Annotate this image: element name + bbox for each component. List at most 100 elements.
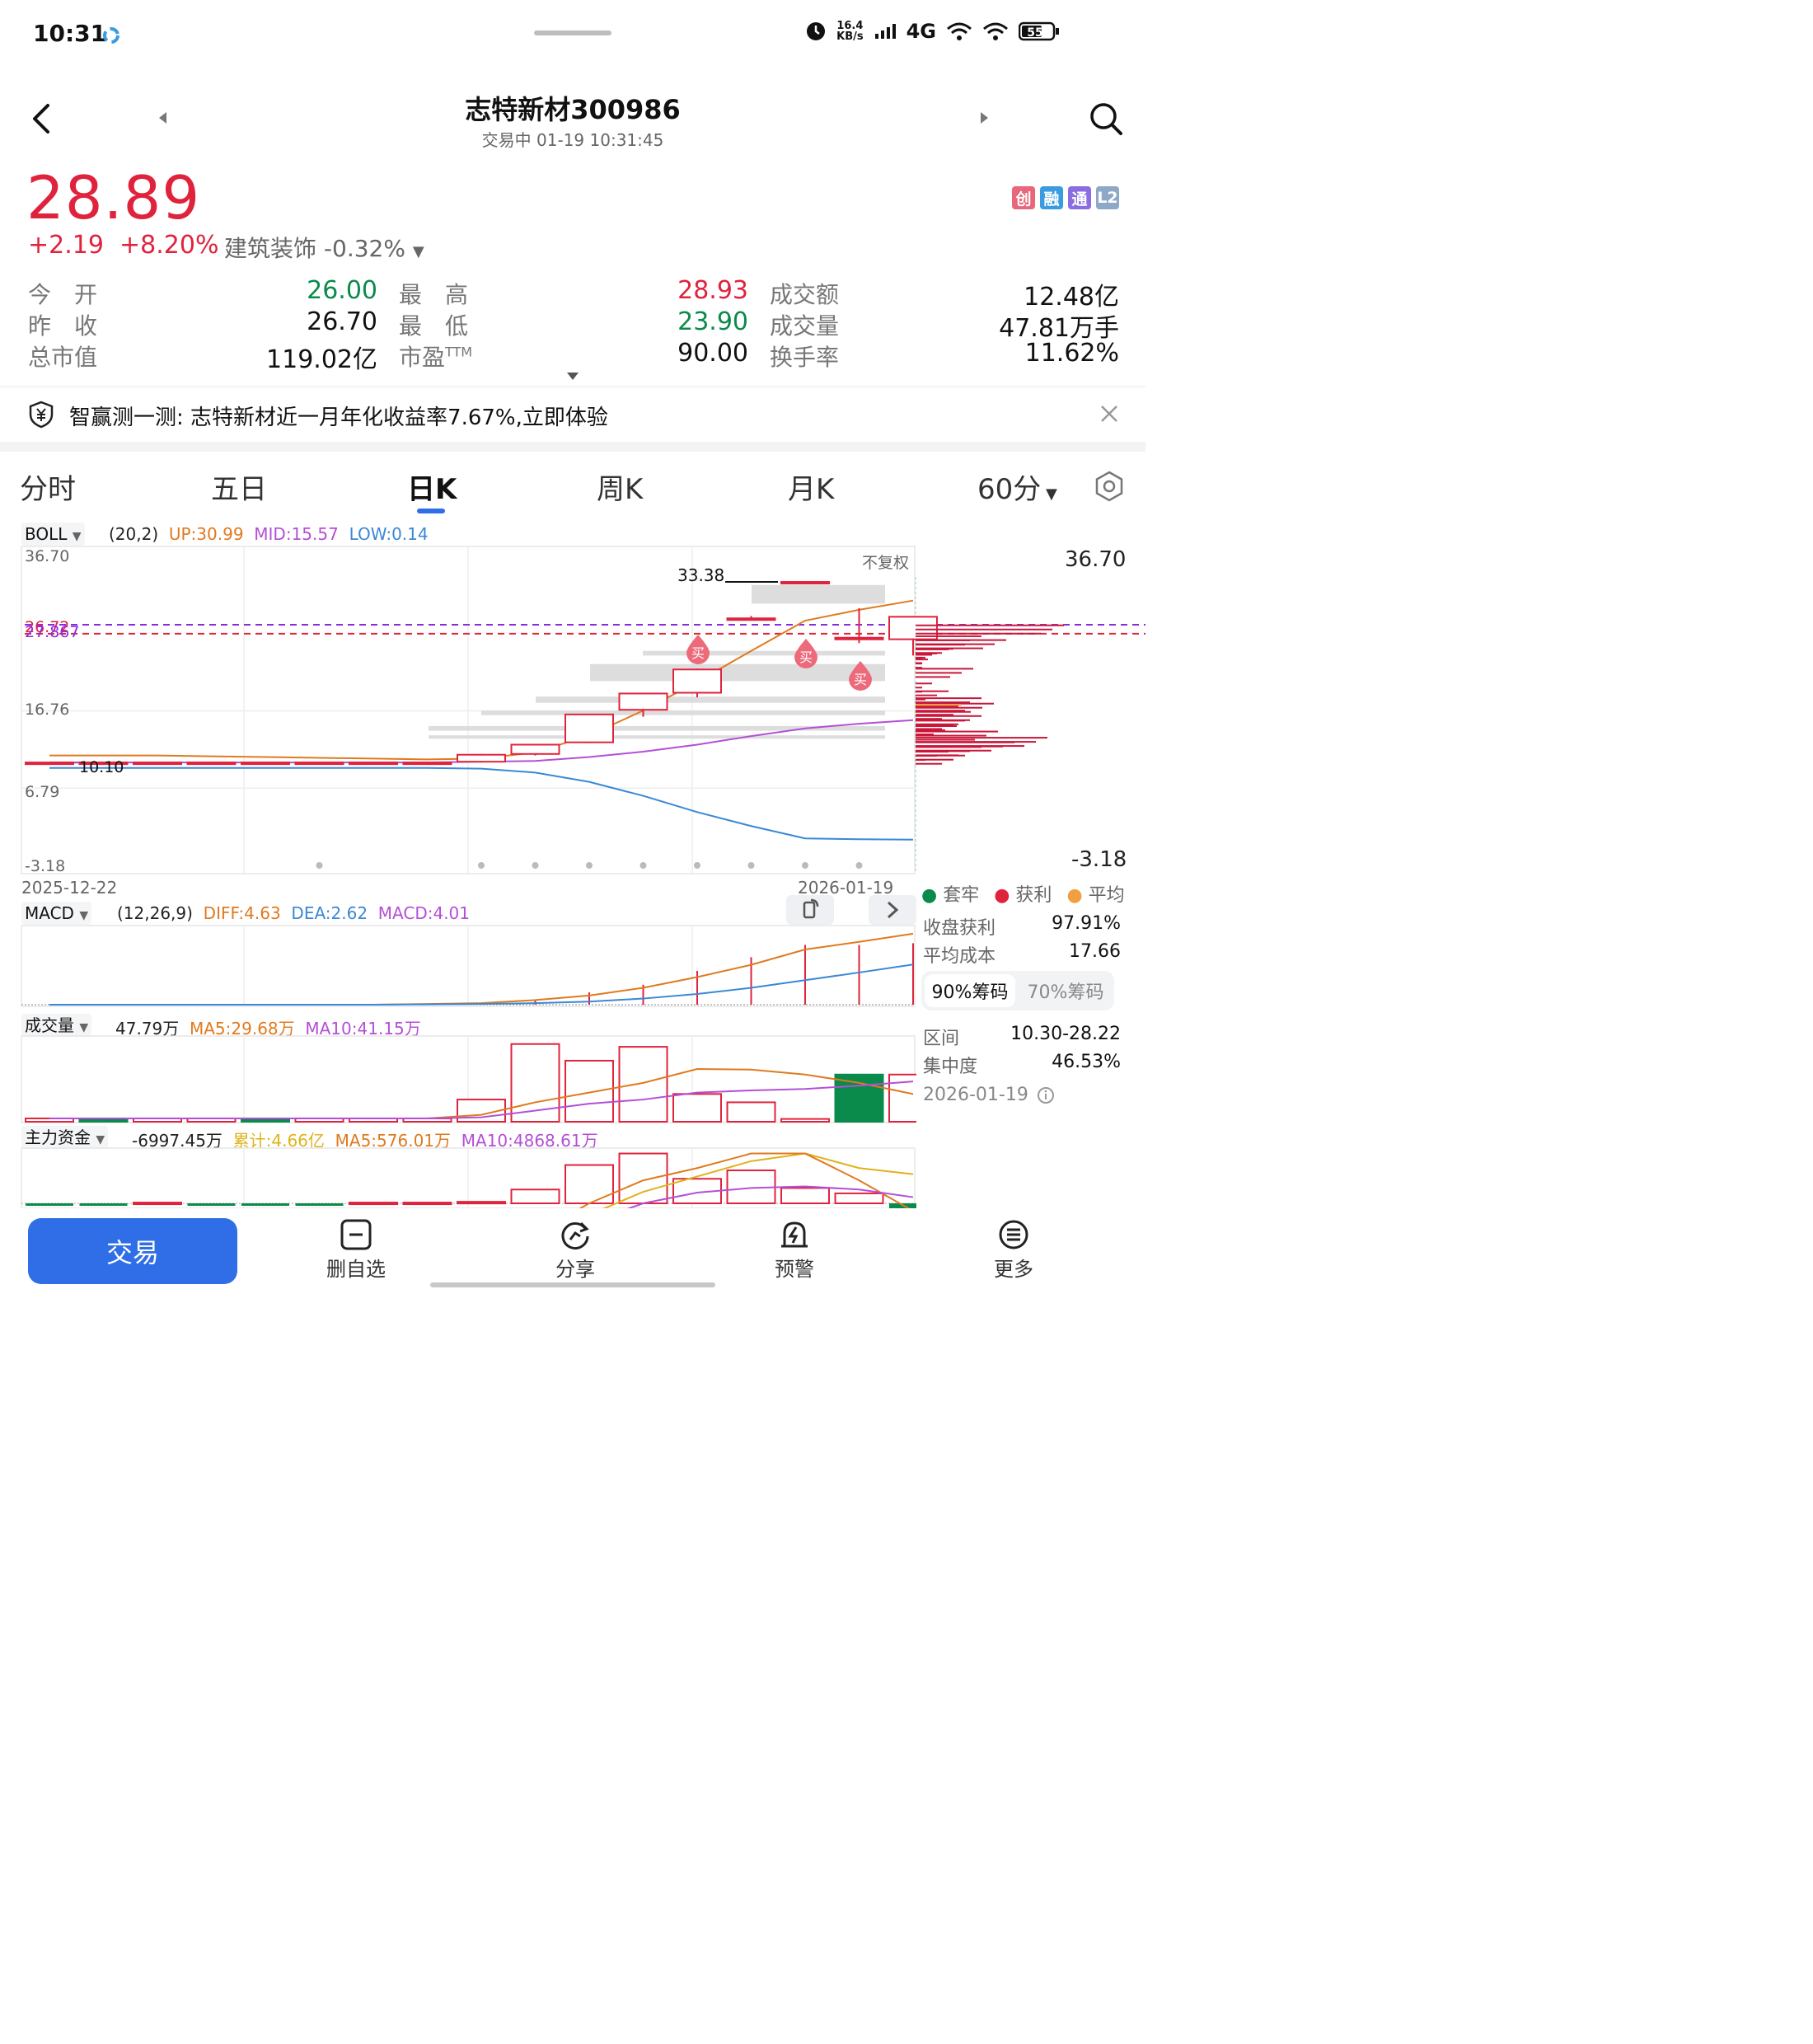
chip-bar xyxy=(916,737,1047,739)
stat-value: 90.00 xyxy=(677,339,748,368)
avg-cost-value: 17.66 xyxy=(1069,941,1121,962)
stat-value: 26.00 xyxy=(307,276,377,305)
volume-bar xyxy=(726,1101,776,1123)
close-icon[interactable] xyxy=(1099,404,1119,424)
kline-chart[interactable] xyxy=(0,544,1145,907)
chip-y-bottom: -3.18 xyxy=(1071,847,1127,872)
app-notification-icon xyxy=(103,27,119,44)
drag-handle[interactable] xyxy=(534,30,611,35)
volume-chart[interactable] xyxy=(0,1035,916,1124)
badge-tong: 通 xyxy=(1068,186,1091,209)
tab-60min[interactable]: 60分 ▼ xyxy=(977,473,1057,506)
rotate-screen-icon[interactable] xyxy=(786,895,834,925)
mainfund-chart[interactable] xyxy=(0,1147,916,1208)
tab-weekly-k[interactable]: 周K xyxy=(597,473,644,506)
chip-bar xyxy=(916,710,965,712)
buy-signal-icon[interactable]: 买 xyxy=(847,659,874,691)
concentration-label: 集中度 xyxy=(923,1057,978,1077)
next-stock-icon[interactable] xyxy=(977,110,991,125)
tab-five-day[interactable]: 五日 xyxy=(211,473,267,506)
chip-bar xyxy=(916,624,1064,626)
search-icon[interactable] xyxy=(1088,101,1124,137)
svg-text:买: 买 xyxy=(799,649,813,665)
avg-cost-label: 平均成本 xyxy=(923,946,996,967)
stat-value: 28.93 xyxy=(677,276,748,305)
remove-watchlist-button[interactable]: 删自选 xyxy=(307,1217,405,1282)
macd-selector[interactable]: MACD ▼ xyxy=(21,902,92,925)
wifi-icon xyxy=(947,22,972,40)
chip-bar xyxy=(916,714,953,716)
promo-banner[interactable]: 智赢测一测: 志特新材近一月年化收益率7.67%,立即体验 xyxy=(0,387,1145,440)
range-label: 区间 xyxy=(923,1029,960,1049)
mark-26-72: 26.72 xyxy=(25,618,70,636)
mainfund-selector[interactable]: 主力资金 ▼ xyxy=(21,1126,109,1149)
mainfund-values: -6997.45万 累计:4.66亿 MA5:576.01万 MA10:4868… xyxy=(132,1131,598,1151)
next-indicator-icon[interactable] xyxy=(869,895,916,925)
buy-signal-icon[interactable]: 买 xyxy=(793,637,819,668)
fund-bar xyxy=(241,1203,289,1206)
chip-bar xyxy=(916,659,928,661)
expand-icon[interactable] xyxy=(565,371,580,382)
date-start: 2025-12-22 xyxy=(21,878,118,898)
boll-selector[interactable]: BOLL ▼ xyxy=(21,523,85,546)
stat-value: 12.48亿 xyxy=(1024,283,1119,312)
candle-body xyxy=(726,617,776,621)
fund-bar xyxy=(26,1203,73,1206)
chip-70-tab[interactable]: 70%筹码 xyxy=(1027,982,1104,1003)
buy-signal-icon[interactable]: 买 xyxy=(685,633,711,664)
price-zone-box xyxy=(752,584,885,604)
tab-intraday[interactable]: 分时 xyxy=(20,473,76,506)
volume-bar xyxy=(780,1118,830,1123)
price-zone-box xyxy=(481,710,885,715)
macd-chart[interactable] xyxy=(0,925,916,1007)
fund-bar xyxy=(457,1201,506,1205)
stat-label: 今 开 xyxy=(28,281,98,308)
chip-bar xyxy=(916,676,950,678)
stat-label: 最 低 xyxy=(399,312,469,340)
alert-button[interactable]: 预警 xyxy=(745,1217,844,1282)
trade-status: 交易中 01-19 10:31:45 xyxy=(481,130,664,150)
stat-label: 成交额 xyxy=(770,281,840,308)
trade-button[interactable]: 交易 xyxy=(28,1218,237,1284)
chip-bar xyxy=(916,702,994,705)
adjust-type[interactable]: 不复权 xyxy=(862,554,910,572)
share-button[interactable]: 分享 xyxy=(526,1217,625,1282)
chip-toggle: 90%筹码 70%筹码 xyxy=(921,971,1114,1010)
chip-avg-cost xyxy=(916,704,962,706)
settings-icon[interactable] xyxy=(1093,470,1126,503)
event-dot xyxy=(478,862,485,869)
tab-monthly-k[interactable]: 月K xyxy=(788,473,835,506)
share-icon xyxy=(561,1221,589,1249)
active-tab-indicator xyxy=(417,509,445,513)
prev-stock-icon[interactable] xyxy=(157,110,170,125)
concentration-value: 46.53% xyxy=(1052,1052,1121,1072)
fund-bar xyxy=(133,1202,182,1206)
price-zone-box xyxy=(643,650,885,656)
chip-bar xyxy=(916,697,981,700)
volume-ma10-line xyxy=(49,1081,914,1119)
chip-bar xyxy=(916,710,971,713)
event-dot xyxy=(532,862,539,869)
fund-累计-line xyxy=(602,1152,914,1208)
bottom-bar: 交易 删自选 分享 预警 更多 xyxy=(0,1208,1145,1292)
tab-daily-k[interactable]: 日K xyxy=(407,473,457,506)
price-zone-box xyxy=(429,735,885,739)
volume-bar xyxy=(672,1093,722,1123)
chip-90-tab[interactable]: 90%筹码 xyxy=(925,974,1015,1007)
industry-change[interactable]: 建筑装饰 -0.32% ▼ xyxy=(224,235,424,262)
mark-27-867: 27.867 xyxy=(25,623,80,641)
bell-bolt-icon xyxy=(781,1221,808,1248)
more-button[interactable]: 更多 xyxy=(964,1217,1063,1282)
svg-text:买: 买 xyxy=(691,645,705,661)
chip-bar xyxy=(916,758,953,761)
candle-body xyxy=(78,762,129,766)
info-icon[interactable] xyxy=(1037,1086,1055,1104)
back-icon[interactable] xyxy=(30,102,53,135)
chip-bar xyxy=(916,741,1014,743)
svg-text:55: 55 xyxy=(1027,26,1042,40)
price-zone-box xyxy=(429,725,885,731)
fund-bar xyxy=(780,1187,830,1205)
date-end: 2026-01-19 xyxy=(798,878,894,898)
chip-bar xyxy=(916,734,986,737)
volume-selector[interactable]: 成交量 ▼ xyxy=(21,1014,92,1037)
